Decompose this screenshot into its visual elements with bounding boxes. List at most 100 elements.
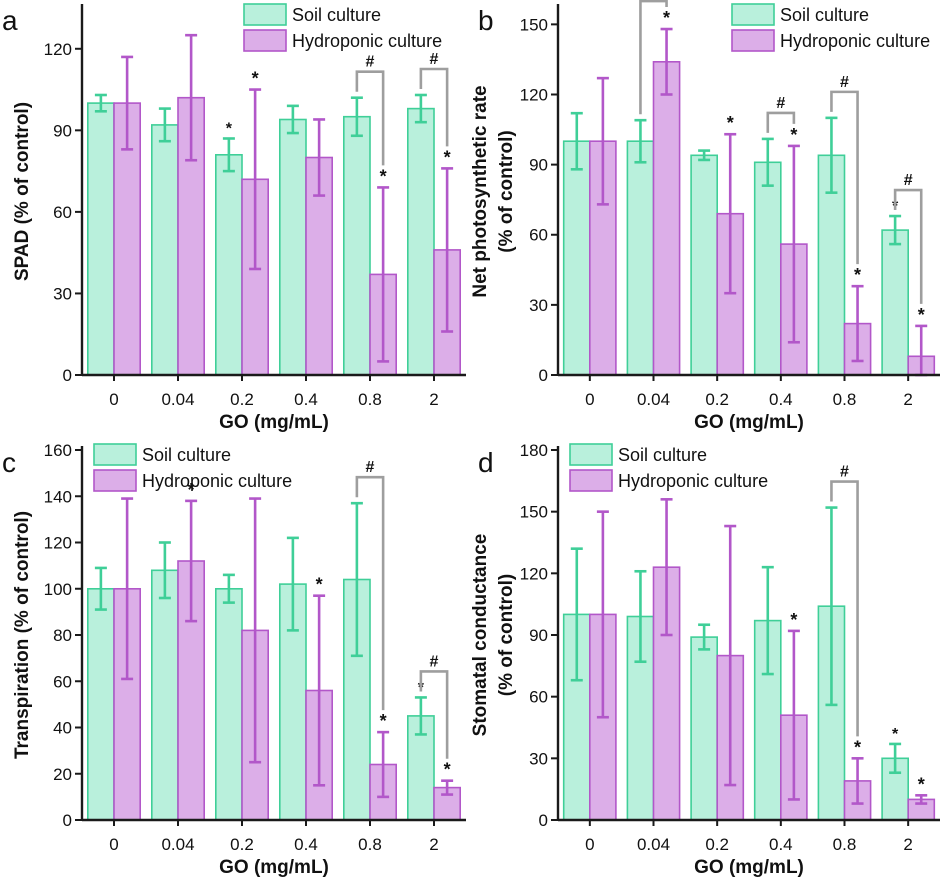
bar-soil [87, 102, 115, 376]
legend-label: Soil culture [292, 5, 381, 25]
bracket-label: # [776, 95, 785, 112]
bracket-label: # [430, 51, 439, 68]
x-tick-label: 0.2 [705, 835, 729, 854]
significance-asterisk: * [226, 120, 233, 137]
significance-asterisk: * [444, 147, 451, 167]
legend-label: Soil culture [618, 445, 707, 465]
y-tick-label: 150 [520, 15, 548, 34]
significance-asterisk: * [790, 125, 797, 145]
x-tick-label: 0.2 [705, 390, 729, 409]
legend-label: Hydroponic culture [618, 471, 768, 491]
significance-asterisk: * [790, 610, 797, 630]
y-tick-label: 60 [53, 672, 72, 691]
y-tick-label: 40 [53, 719, 72, 738]
significance-asterisk: * [918, 774, 925, 794]
x-tick-label: 0.04 [637, 835, 670, 854]
significance-asterisk: * [854, 265, 861, 285]
y-tick-label: 90 [529, 626, 548, 645]
bar-soil [626, 140, 655, 376]
x-tick-label: 0 [109, 835, 118, 854]
legend-swatch [731, 29, 775, 52]
x-axis-title: GO (mg/mL) [694, 857, 804, 878]
bracket-label: # [430, 653, 439, 670]
bar-soil [215, 587, 243, 821]
x-tick-label: 0.4 [294, 835, 318, 854]
x-tick-label: 0 [109, 390, 118, 409]
x-axis-title: GO (mg/mL) [219, 857, 329, 878]
x-tick-label: 0.2 [230, 390, 254, 409]
y-tick-label: 160 [44, 441, 72, 460]
y-tick-label: 80 [53, 626, 72, 645]
y-axis-title: (% of control) [496, 130, 517, 252]
bar-soil [151, 569, 179, 821]
bracket-label: # [904, 172, 913, 189]
y-tick-label: 60 [529, 688, 548, 707]
significance-asterisk: * [854, 737, 861, 757]
legend-swatch [93, 469, 137, 492]
y-tick-label: 0 [539, 811, 548, 830]
bar-soil [342, 115, 371, 376]
y-tick-label: 30 [53, 284, 72, 303]
bar-soil [215, 154, 243, 376]
bar-soil [151, 124, 179, 376]
legend-swatch [731, 3, 775, 26]
y-tick-label: 0 [63, 811, 72, 830]
significance-asterisk: * [380, 711, 387, 731]
panel-letter: c [2, 447, 16, 478]
x-tick-label: 0 [585, 835, 594, 854]
panel-letter: a [2, 5, 18, 36]
y-tick-label: 90 [529, 156, 548, 175]
bracket-label: # [366, 54, 375, 71]
comparison-bracket [355, 70, 385, 166]
y-axis-title: Net photosynthetic rate [470, 85, 491, 297]
x-tick-label: 0.8 [833, 390, 857, 409]
y-axis-title: Transpiration (% of control) [12, 511, 33, 759]
y-tick-label: 0 [539, 366, 548, 385]
x-axis-title: GO (mg/mL) [694, 412, 804, 433]
significance-asterisk: * [380, 166, 387, 186]
y-tick-label: 100 [44, 580, 72, 599]
y-tick-label: 0 [63, 366, 72, 385]
legend-swatch [243, 29, 287, 52]
x-tick-label: 0.8 [358, 835, 382, 854]
y-tick-label: 120 [44, 534, 72, 553]
y-tick-label: 150 [520, 503, 548, 522]
x-tick-label: 0.04 [637, 390, 670, 409]
comparison-bracket [893, 188, 923, 304]
bracket-label: # [840, 74, 849, 91]
bar-soil [690, 154, 718, 376]
y-axis-title: SPAD (% of control) [12, 102, 33, 281]
legend-label: Hydroponic culture [292, 31, 442, 51]
chart-panel-a: a * * * * # #0 30 60 90 120 0 0.04 0.2 0.4 0.8 2 GO (mg/m… [2, 3, 466, 433]
bar-soil [690, 636, 718, 821]
significance-asterisk: * [444, 760, 451, 780]
panel-letter: b [478, 5, 494, 36]
significance-asterisk: * [188, 480, 195, 500]
comparison-bracket [419, 670, 449, 759]
x-tick-label: 0.4 [769, 390, 793, 409]
bar-hydroponic [113, 587, 142, 821]
comparison-bracket [766, 111, 796, 133]
legend-label: Soil culture [780, 5, 869, 25]
x-tick-label: 0.2 [230, 835, 254, 854]
y-tick-label: 120 [520, 564, 548, 583]
x-tick-label: 0.8 [833, 835, 857, 854]
x-tick-label: 2 [903, 390, 912, 409]
y-tick-label: 20 [53, 765, 72, 784]
significance-asterisk: * [918, 305, 925, 325]
y-tick-label: 120 [520, 85, 548, 104]
x-tick-label: 2 [429, 835, 438, 854]
x-tick-label: 0.4 [769, 835, 793, 854]
x-tick-label: 0 [585, 390, 594, 409]
legend-label: Hydroponic culture [142, 471, 292, 491]
y-tick-label: 120 [44, 40, 72, 59]
bar-soil [406, 107, 435, 376]
bar-soil [753, 161, 782, 376]
significance-asterisk: * [316, 575, 323, 595]
legend-swatch [569, 469, 613, 492]
bar-soil [87, 587, 115, 821]
chart-panel-d: d * * * * #0 30 60 90 120 150 180 0 0.04 0.2 0.4 0.8 2 GO … [470, 441, 940, 878]
significance-asterisk: * [252, 69, 259, 89]
